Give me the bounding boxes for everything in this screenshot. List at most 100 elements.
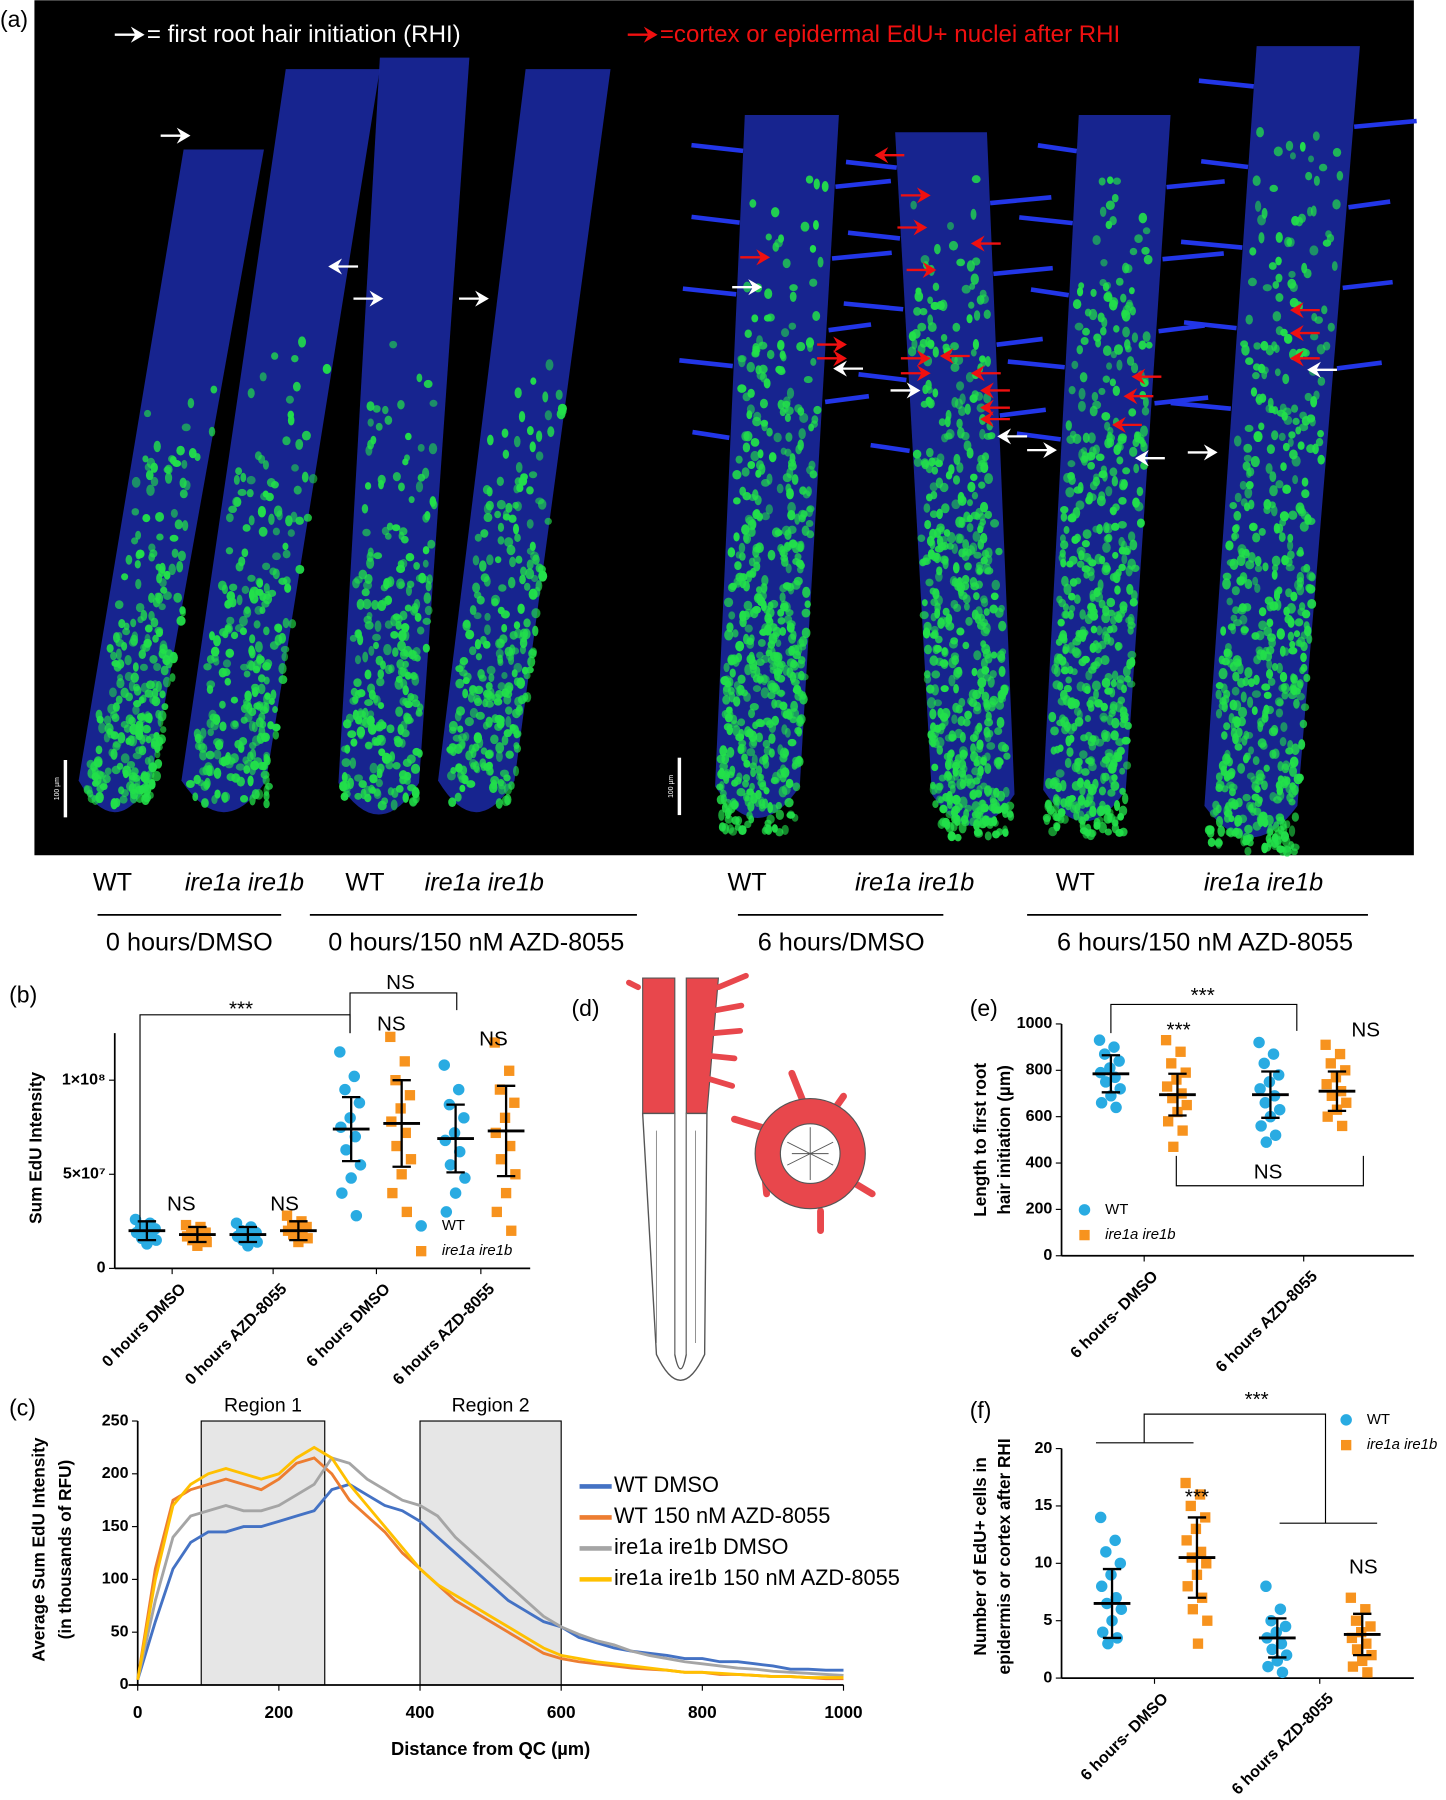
nucleus <box>761 583 768 594</box>
nucleus <box>929 708 937 720</box>
nucleus <box>934 608 941 619</box>
nucleus <box>784 413 791 423</box>
nucleus <box>735 455 743 464</box>
nucleus <box>495 742 505 754</box>
nucleus <box>1100 326 1107 336</box>
nucleus <box>1060 540 1069 550</box>
nucleus <box>951 499 961 510</box>
nucleus <box>364 482 372 490</box>
nucleus <box>169 534 179 542</box>
nucleus <box>213 767 222 779</box>
nucleus <box>952 702 960 713</box>
nucleus <box>248 764 256 776</box>
nucleus <box>1050 726 1059 736</box>
nucleus <box>913 457 922 468</box>
dot <box>1079 1229 1090 1241</box>
arrow-head <box>643 26 658 43</box>
arrow-head <box>475 290 489 307</box>
nucleus <box>972 689 982 700</box>
nucleus <box>230 753 239 764</box>
nucleus <box>224 677 232 686</box>
nucleus <box>724 713 733 723</box>
nucleus <box>770 207 780 218</box>
nucleus <box>946 799 953 810</box>
nucleus <box>758 773 765 781</box>
nucleus <box>948 464 955 475</box>
nucleus <box>766 313 775 322</box>
nucleus <box>1293 773 1303 785</box>
nucleus <box>1288 431 1296 439</box>
nucleus <box>235 763 245 771</box>
nucleus <box>781 824 789 836</box>
nucleus <box>1276 786 1283 796</box>
nucleus <box>1228 712 1235 724</box>
nucleus <box>1258 607 1267 617</box>
nucleus <box>948 730 956 742</box>
nucleus <box>1143 254 1153 265</box>
nucleus <box>494 722 503 731</box>
nucleus <box>984 473 994 485</box>
nucleus <box>132 662 139 672</box>
nucleus <box>947 532 956 544</box>
nucleus <box>936 782 944 791</box>
nucleus <box>789 716 797 724</box>
nucleus <box>519 574 526 585</box>
arrow-head <box>980 382 994 399</box>
nucleus <box>950 599 959 609</box>
nucleus <box>480 529 489 538</box>
nucleus <box>755 718 765 728</box>
nucleus <box>254 451 262 461</box>
root-hair <box>1200 158 1249 170</box>
nucleus <box>952 771 960 781</box>
nucleus <box>1218 701 1228 711</box>
dot <box>1341 1097 1352 1108</box>
nucleus <box>752 347 760 356</box>
legend-label: WT <box>442 1218 465 1234</box>
nucleus <box>975 507 984 518</box>
nucleus <box>176 445 185 456</box>
nucleus <box>1075 500 1085 510</box>
root-hair <box>1154 395 1209 406</box>
nucleus <box>249 748 257 761</box>
nucleus <box>757 779 767 788</box>
nucleus <box>1222 578 1231 590</box>
nucleus <box>210 385 218 394</box>
nucleus <box>340 792 349 801</box>
nucleus <box>407 784 417 792</box>
nucleus <box>968 698 978 708</box>
nucleus <box>400 720 408 732</box>
nucleus <box>926 447 934 458</box>
y-tick-label: 0 <box>1043 1246 1052 1264</box>
nucleus <box>530 551 539 561</box>
nucleus <box>234 624 245 632</box>
dot <box>490 1127 501 1139</box>
nucleus <box>1122 793 1129 805</box>
nucleus <box>225 648 235 658</box>
nucleus <box>799 693 808 705</box>
dot <box>1351 1644 1363 1655</box>
nucleus <box>792 782 801 792</box>
nucleus <box>949 576 958 587</box>
nucleus <box>502 513 511 521</box>
nucleus <box>1265 705 1274 715</box>
nucleus <box>1273 146 1283 157</box>
nucleus <box>261 600 270 608</box>
nucleus <box>951 812 959 823</box>
nucleus <box>214 789 221 799</box>
nucleus <box>354 774 364 782</box>
nucleus <box>1121 309 1128 319</box>
nucleus <box>1204 825 1214 835</box>
dot <box>1167 1092 1178 1104</box>
nucleus <box>971 767 980 776</box>
nucleus <box>1244 424 1254 433</box>
nucleus <box>981 452 990 462</box>
dot <box>1340 1065 1351 1076</box>
nucleus <box>504 537 514 547</box>
nucleus <box>1251 690 1262 698</box>
nucleus <box>532 625 539 637</box>
nucleus <box>535 451 544 461</box>
nucleus <box>262 562 271 571</box>
genotype-label: ire1a ire1b <box>1204 869 1323 897</box>
nucleus <box>805 175 814 184</box>
nucleus <box>813 405 822 415</box>
